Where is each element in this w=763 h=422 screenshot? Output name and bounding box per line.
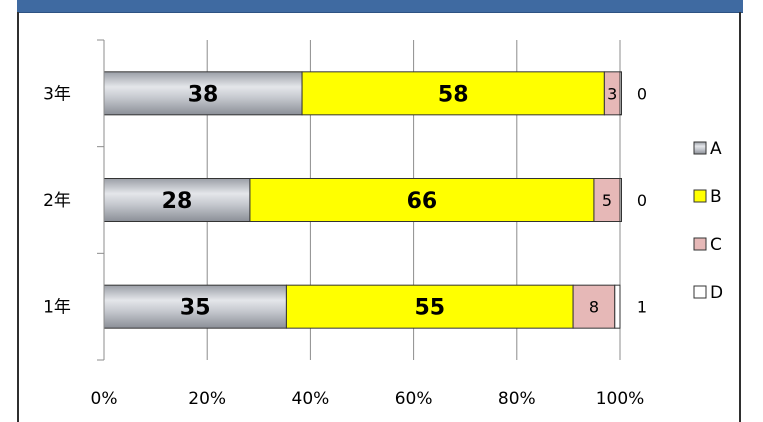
data-label-D: 1 xyxy=(637,298,647,317)
axes: 0% 20% 40% 60% 80% 100% 3年 2年 1年 xyxy=(43,39,645,409)
category-label: 3年 xyxy=(43,84,71,104)
legend-label: B xyxy=(710,187,722,207)
data-label-C: 5 xyxy=(602,191,612,210)
bar-segment-B xyxy=(249,178,595,222)
x-tick-label: 80% xyxy=(498,389,536,409)
bar-segment-B xyxy=(285,284,574,329)
bar-segment-B xyxy=(301,71,605,116)
legend-swatch xyxy=(693,189,707,203)
data-label-D: 0 xyxy=(637,84,647,103)
data-label-A: 38 xyxy=(188,82,219,107)
legend: A B C D xyxy=(693,139,723,303)
bar-segment-D xyxy=(619,71,622,116)
data-label-A: 35 xyxy=(180,296,211,321)
legend-label: C xyxy=(710,235,722,255)
bar-segment-C xyxy=(572,284,616,329)
x-tick-label: 100% xyxy=(596,389,645,409)
bar-segment-C xyxy=(593,178,621,222)
chart-panel xyxy=(17,12,741,422)
bar-segment-A xyxy=(103,284,287,329)
legend-swatch xyxy=(693,285,707,299)
data-label-B: 66 xyxy=(407,189,438,214)
x-tick-label: 0% xyxy=(91,389,118,409)
data-label-D: 0 xyxy=(637,191,647,210)
data-label-B: 58 xyxy=(438,82,469,107)
bar-segment-D xyxy=(614,284,621,329)
bar-segment-D xyxy=(619,178,622,222)
legend-swatch xyxy=(693,141,707,155)
category-label: 2年 xyxy=(43,191,71,211)
data-label-B: 55 xyxy=(414,296,445,321)
x-tick-label: 60% xyxy=(395,389,433,409)
legend-label: A xyxy=(710,139,722,159)
legend-label: D xyxy=(710,283,723,303)
header-bar xyxy=(17,0,743,13)
x-tick-label: 40% xyxy=(292,389,330,409)
data-label-A: 28 xyxy=(162,189,193,214)
x-tick-label: 20% xyxy=(188,389,226,409)
data-label-C: 3 xyxy=(607,84,617,103)
category-label: 1年 xyxy=(43,298,71,318)
data-label-C: 8 xyxy=(589,298,599,317)
bars: 38 58 3 0 28 66 5 0 35 55 8 1 xyxy=(103,71,647,329)
legend-swatch xyxy=(693,237,707,251)
